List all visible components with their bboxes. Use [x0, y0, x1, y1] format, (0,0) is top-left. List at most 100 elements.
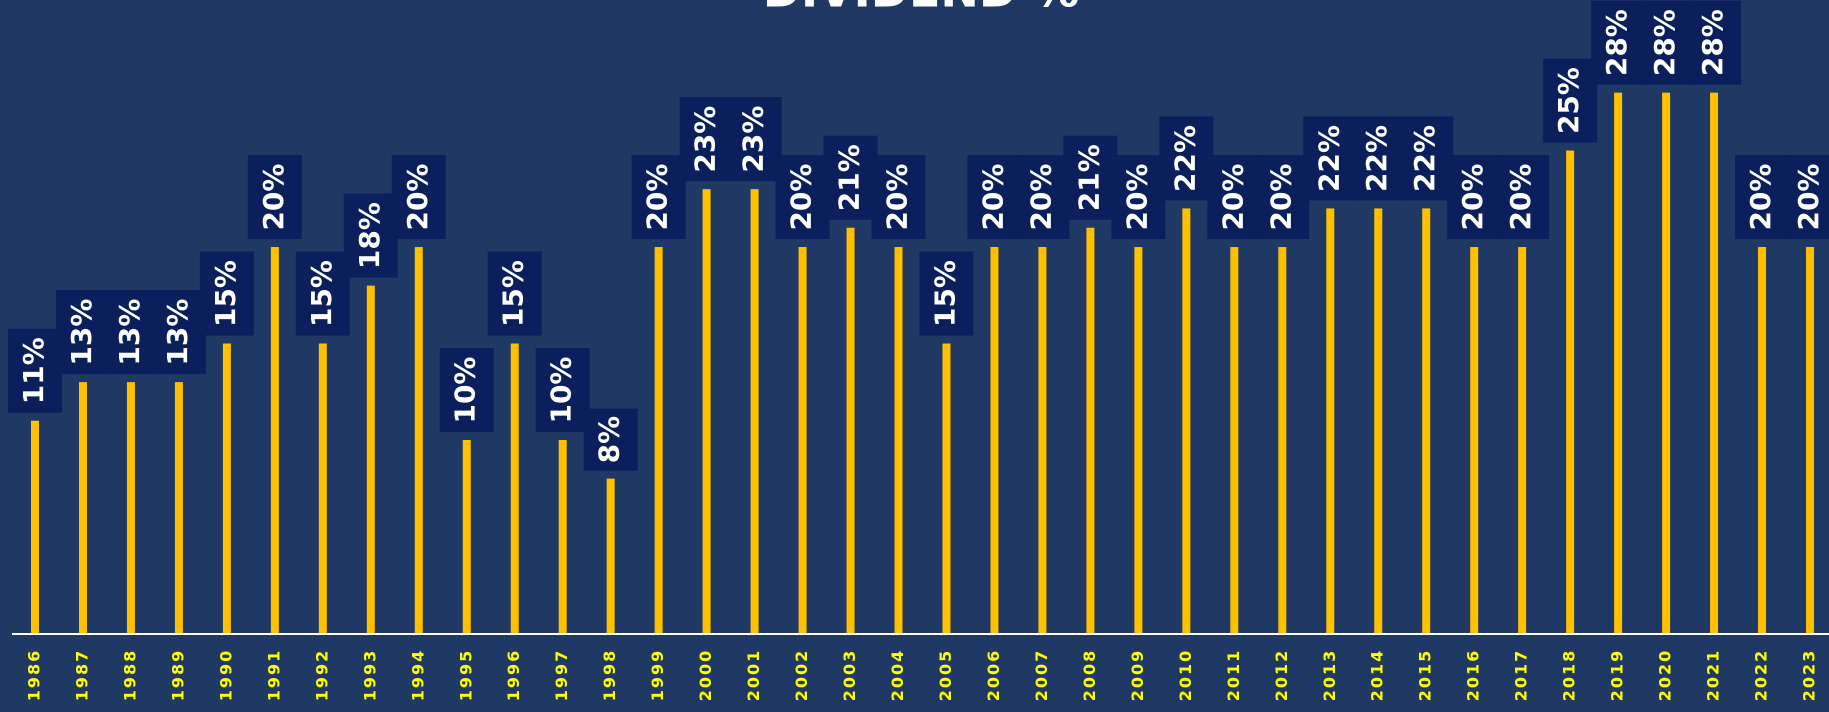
label-box	[103, 290, 158, 375]
data-label: 22%	[1360, 125, 1393, 192]
x-tick-label: 2004	[888, 649, 907, 702]
bar	[606, 478, 615, 633]
x-tick-label: 2009	[1128, 649, 1147, 702]
bar	[31, 420, 39, 633]
bar	[366, 285, 375, 633]
data-label: 13%	[161, 299, 194, 366]
data-label: 20%	[257, 164, 290, 231]
bar	[798, 247, 807, 633]
label-box	[1591, 0, 1646, 85]
bar	[1710, 92, 1719, 633]
label-box	[343, 193, 398, 278]
x-tick-label: 2013	[1320, 649, 1339, 702]
label-box	[1399, 116, 1454, 201]
label-box	[631, 155, 686, 240]
data-label: 20%	[1216, 164, 1249, 231]
x-tick-label: 2001	[744, 649, 763, 702]
bar	[846, 227, 855, 633]
label-box	[1063, 135, 1118, 220]
x-tick-label: 1996	[504, 649, 523, 702]
x-tick-label: 2000	[696, 649, 715, 702]
x-tick-label: 1992	[312, 649, 331, 702]
label-box	[1159, 116, 1214, 201]
label-box	[247, 155, 302, 240]
bar	[78, 382, 87, 633]
bar	[1182, 208, 1191, 634]
x-tick-label: 1986	[25, 649, 44, 702]
bar	[942, 343, 951, 633]
data-label: 21%	[833, 144, 866, 211]
bar	[1518, 247, 1527, 633]
data-label: 20%	[1120, 164, 1153, 231]
data-label: 8%	[593, 416, 626, 464]
label-box	[1543, 58, 1598, 143]
data-label: 28%	[1696, 9, 1729, 76]
data-label: 20%	[1264, 164, 1297, 231]
x-tick-label: 2019	[1608, 649, 1627, 702]
bar	[222, 343, 231, 633]
x-tick-label: 2023	[1800, 649, 1819, 702]
label-box	[535, 348, 590, 433]
label-box	[55, 290, 110, 375]
label-box	[1495, 155, 1550, 240]
x-tick-label: 1987	[72, 649, 91, 702]
data-label: 20%	[1024, 164, 1057, 231]
bar	[414, 247, 423, 633]
bar	[462, 440, 471, 633]
label-box	[487, 251, 542, 336]
data-label: 11%	[17, 337, 50, 404]
label-box	[583, 408, 638, 471]
label-box	[871, 155, 926, 240]
label-box	[1735, 155, 1790, 240]
data-label: 25%	[1552, 67, 1585, 134]
x-tick-label: 2007	[1032, 649, 1051, 702]
bar	[1374, 208, 1383, 634]
x-tick-label: 2010	[1176, 649, 1195, 702]
bar	[1614, 92, 1623, 633]
bar	[1278, 247, 1287, 633]
label-box	[919, 251, 974, 336]
bar	[990, 247, 999, 633]
bar	[1806, 247, 1814, 633]
label-box	[199, 251, 254, 336]
x-tick-label: 1998	[600, 649, 619, 702]
bar	[702, 189, 711, 633]
bar	[318, 343, 327, 633]
x-tick-label: 2015	[1416, 649, 1435, 702]
bar	[1086, 227, 1095, 633]
data-label: 20%	[1792, 164, 1825, 231]
data-label: 10%	[545, 356, 578, 423]
data-label: 15%	[928, 260, 961, 327]
x-tick-label: 2016	[1464, 649, 1483, 702]
label-box	[679, 97, 734, 182]
x-tick-label: 2014	[1368, 649, 1387, 702]
data-label: 22%	[1408, 125, 1441, 192]
label-box	[1447, 155, 1502, 240]
label-box	[1111, 155, 1166, 240]
x-tick-label: 1991	[264, 649, 283, 702]
data-label: 15%	[305, 260, 338, 327]
label-box	[1351, 116, 1406, 201]
label-box	[391, 155, 446, 240]
label-box	[1639, 0, 1694, 85]
bar	[654, 247, 663, 633]
x-tick-label: 1993	[360, 649, 379, 702]
bar	[174, 382, 183, 633]
x-tick-label: 2006	[984, 649, 1003, 702]
bar	[558, 440, 567, 633]
x-tick-label: 1988	[120, 649, 139, 702]
data-label: 15%	[497, 260, 530, 327]
label-box	[727, 97, 782, 182]
bar	[270, 247, 279, 633]
data-label: 23%	[737, 106, 770, 173]
x-tick-label: 2017	[1512, 649, 1531, 702]
label-box	[1015, 155, 1070, 240]
label-box	[967, 155, 1022, 240]
x-tick-label: 2011	[1224, 649, 1243, 702]
data-label: 20%	[785, 164, 818, 231]
x-tick-label: 1995	[456, 649, 475, 702]
bar	[510, 343, 519, 633]
data-label: 21%	[1072, 144, 1105, 211]
label-box	[1687, 0, 1742, 85]
x-tick-label: 1990	[216, 649, 235, 702]
